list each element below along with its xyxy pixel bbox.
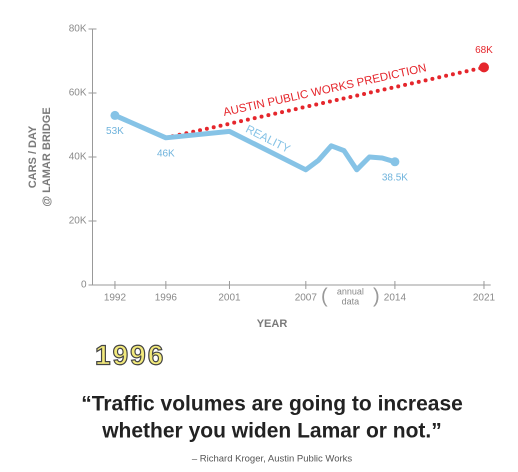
point [390, 157, 400, 167]
y-axis-label: CARS / DAY [27, 125, 39, 188]
x-tick-label: 1992 [104, 293, 127, 304]
y-tick-label: 40K [69, 152, 87, 163]
quote-line: “Traffic volumes are going to increase [81, 393, 463, 416]
x-tick-label: 1996 [155, 293, 178, 304]
y-axis-label: @ LAMAR BRIDGE [41, 107, 53, 206]
data-label: 46K [157, 148, 175, 159]
point [478, 62, 489, 73]
series-line [163, 65, 486, 140]
x-tick-label: 2014 [384, 293, 407, 304]
x-tick-label: 2007 [295, 293, 318, 304]
attribution: – Richard Kroger, Austin Public Works [192, 454, 353, 465]
y-tick-label: 20K [69, 216, 87, 227]
series-label: AUSTIN PUBLIC WORKS PREDICTION [222, 62, 427, 119]
annotation: annual [337, 286, 364, 296]
y-tick-label: 0 [81, 280, 87, 291]
y-tick-label: 60K [69, 88, 87, 99]
annotation: data [342, 296, 360, 306]
y-tick-label: 80K [69, 24, 87, 35]
paren: ( [321, 285, 328, 307]
quote-line: whether you widen Lamar or not.” [101, 420, 442, 443]
x-axis-label: YEAR [257, 318, 288, 330]
data-label: 53K [106, 126, 124, 137]
point [110, 110, 120, 120]
heading: 1996 [95, 339, 165, 370]
x-tick-label: 2021 [473, 293, 496, 304]
series-line [112, 112, 398, 173]
paren: ) [373, 285, 380, 307]
x-tick-label: 2001 [218, 293, 241, 304]
data-label: 68K [475, 45, 493, 56]
data-label: 38.5K [382, 172, 408, 183]
